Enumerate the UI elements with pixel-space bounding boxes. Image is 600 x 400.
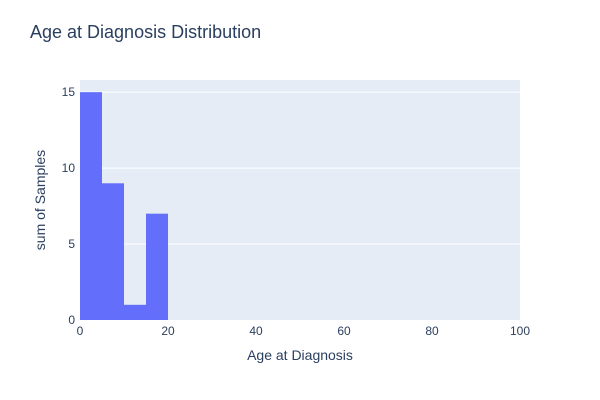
histogram-bar	[80, 92, 102, 320]
chart-title: Age at Diagnosis Distribution	[30, 22, 262, 42]
x-tick-label: 40	[249, 324, 263, 338]
histogram-bar	[146, 213, 168, 320]
x-tick-label: 20	[161, 324, 175, 338]
y-tick-label: 15	[62, 85, 76, 99]
histogram-bar	[124, 304, 146, 320]
y-tick-label: 0	[68, 313, 75, 327]
y-tick-label: 10	[62, 161, 76, 175]
x-tick-label: 100	[510, 324, 530, 338]
histogram-bar	[102, 183, 124, 320]
x-tick-label: 60	[337, 324, 351, 338]
y-axis-title: sum of Samples	[32, 150, 48, 250]
y-tick-label: 5	[68, 237, 75, 251]
x-tick-label: 0	[77, 324, 84, 338]
y-axis-ticks: 0 5 10 15	[62, 85, 76, 327]
bars	[80, 92, 168, 320]
x-axis-ticks: 0 20 40 60 80 100	[77, 324, 531, 338]
x-tick-label: 80	[425, 324, 439, 338]
x-axis-title: Age at Diagnosis	[247, 347, 353, 363]
